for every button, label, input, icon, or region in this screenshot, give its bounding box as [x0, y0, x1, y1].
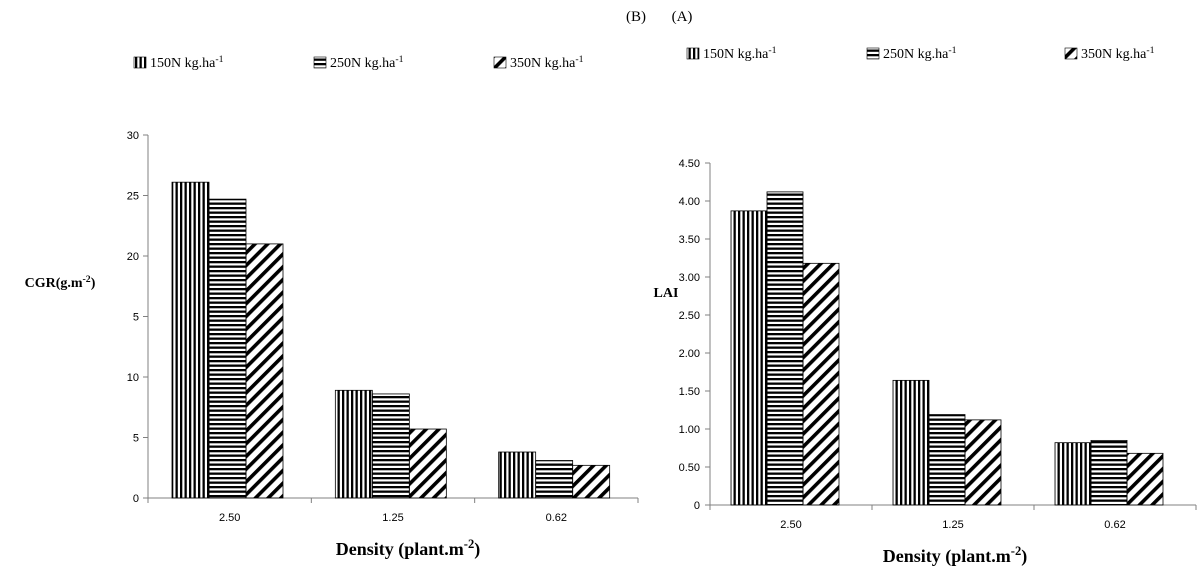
bar: [1090, 439, 1128, 506]
x-tick-label: 0.62: [546, 512, 567, 524]
legend-swatch: [1064, 47, 1078, 60]
bar: [334, 389, 373, 499]
bar: [766, 191, 804, 506]
bar: [1126, 452, 1164, 506]
bar: [498, 451, 537, 499]
y-axis-label: LAI: [654, 286, 679, 301]
bar: [535, 460, 574, 499]
y-tick-label: 1.00: [679, 424, 700, 436]
y-tick-label: 0.50: [679, 462, 700, 474]
legend-entry-label: 250N kg.ha-1: [330, 54, 404, 72]
bar: [245, 243, 284, 499]
bar: [802, 262, 840, 506]
y-tick-label: 20: [127, 251, 139, 263]
x-tick-label: 2.50: [780, 519, 801, 531]
panel-a-header: (A): [672, 9, 693, 25]
bar: [171, 181, 210, 499]
x-tick-label: 2.50: [219, 512, 240, 524]
bar: [964, 419, 1002, 506]
panel-b-header: (B): [626, 9, 646, 25]
legend-swatch: [866, 47, 880, 60]
y-tick-label: 10: [127, 372, 139, 384]
bar: [1054, 442, 1092, 506]
y-tick-label: 3.00: [679, 272, 700, 284]
y-tick-label: 2.50: [679, 310, 700, 322]
y-tick-label: 0: [133, 493, 139, 505]
bar: [572, 464, 611, 499]
x-axis-label: Density (plant.m-2): [336, 537, 481, 560]
y-tick-label: 2.00: [679, 348, 700, 360]
y-tick-label: 0: [694, 500, 700, 512]
y-tick-label: 30: [127, 130, 139, 142]
legend-entry-label: 350N kg.ha-1: [1081, 45, 1155, 63]
legend-entry-label: 150N kg.ha-1: [703, 45, 777, 63]
bar: [730, 210, 768, 506]
legend-swatch: [313, 56, 327, 69]
legend-swatch: [133, 56, 147, 69]
bar: [208, 198, 247, 499]
y-tick-label: 1.50: [679, 386, 700, 398]
y-tick-label: 5: [133, 312, 139, 324]
x-tick-label: 1.25: [382, 512, 403, 524]
bar: [892, 379, 930, 506]
y-tick-label: 3.50: [679, 234, 700, 246]
legend-entry-label: 150N kg.ha-1: [150, 54, 224, 72]
bar: [408, 428, 447, 499]
y-tick-label: 4.50: [679, 158, 700, 170]
legend-swatch: [686, 47, 700, 60]
legend-entry-label: 250N kg.ha-1: [883, 45, 957, 63]
legend-swatch: [493, 56, 507, 69]
x-tick-label: 0.62: [1104, 519, 1125, 531]
x-tick-label: 1.25: [942, 519, 963, 531]
legend-entry-label: 350N kg.ha-1: [510, 54, 584, 72]
y-axis-label: CGR(g.m-2): [25, 274, 96, 292]
bar: [371, 393, 410, 499]
bar: [928, 414, 966, 506]
x-axis-label: Density (plant.m-2): [883, 544, 1028, 567]
y-tick-label: 25: [127, 191, 139, 203]
y-tick-label: 4.00: [679, 196, 700, 208]
y-tick-label: 5: [133, 433, 139, 445]
